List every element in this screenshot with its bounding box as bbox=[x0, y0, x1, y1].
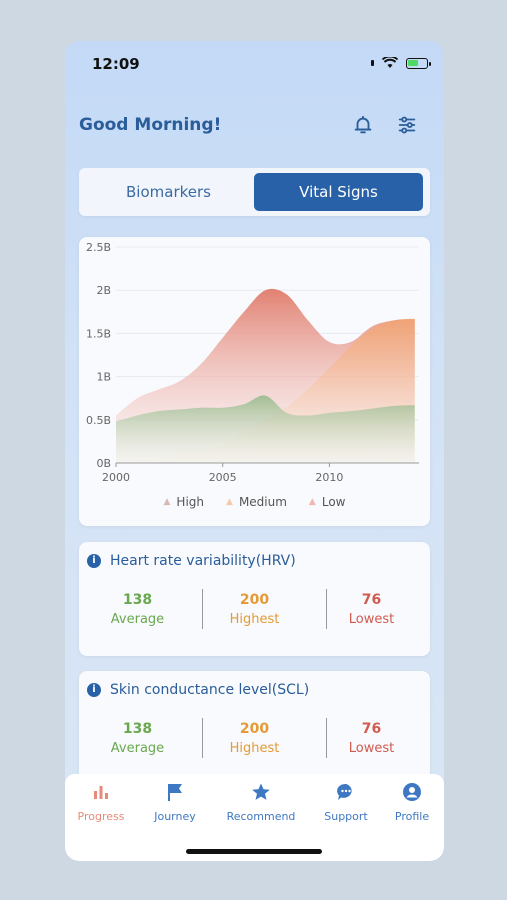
divider bbox=[326, 589, 327, 629]
metric-label: Lowest bbox=[348, 741, 395, 756]
hrv-card: i Heart rate variability(HRV) 138 Averag… bbox=[79, 542, 430, 656]
status-time: 12:09 bbox=[92, 55, 140, 73]
tab-label: Support bbox=[324, 810, 368, 823]
metric-value: 76 bbox=[361, 592, 382, 608]
bell-icon[interactable] bbox=[352, 114, 374, 136]
legend-item-high[interactable]: ▲ High bbox=[164, 495, 205, 509]
metric-label: Lowest bbox=[348, 612, 395, 627]
x-tick-label: 2010 bbox=[315, 471, 343, 484]
metric-label: Average bbox=[110, 741, 165, 756]
tab-vital-signs[interactable]: Vital Signs bbox=[254, 173, 423, 211]
scl-average: 138 Average bbox=[79, 721, 196, 756]
signal-icon bbox=[371, 60, 374, 66]
legend-label: High bbox=[176, 495, 205, 509]
divider bbox=[202, 718, 203, 758]
y-tick-label: 0.5B bbox=[86, 414, 111, 427]
tab-label: Progress bbox=[77, 810, 125, 823]
tab-biomarkers[interactable]: Biomarkers bbox=[126, 183, 211, 201]
chat-icon bbox=[337, 783, 352, 800]
metric-value: 200 bbox=[239, 592, 270, 608]
metric-value: 76 bbox=[361, 721, 382, 737]
legend-label: Low bbox=[321, 495, 346, 509]
status-bar: 12:09 bbox=[65, 41, 444, 85]
metric-value: 138 bbox=[122, 721, 153, 737]
area-chart-card: 0B 0.5B 1B 1.5B 2B 2.5B 2000 2005 2010 ▲ High ▲ … bbox=[79, 237, 430, 526]
chart-legend: ▲ High ▲ Medium ▲ Low bbox=[79, 495, 430, 509]
home-indicator bbox=[186, 849, 322, 854]
hrv-lowest: 76 Lowest bbox=[313, 592, 430, 627]
tab-support[interactable]: Support bbox=[308, 782, 384, 823]
legend-item-medium[interactable]: ▲ Medium bbox=[226, 495, 287, 509]
metric-label: Highest bbox=[229, 612, 280, 627]
tab-profile[interactable]: Profile bbox=[374, 782, 444, 823]
legend-label: Medium bbox=[238, 495, 287, 509]
divider bbox=[202, 589, 203, 629]
area-series-low bbox=[116, 395, 415, 463]
legend-area-icon: ▲ bbox=[163, 497, 171, 507]
hrv-average: 138 Average bbox=[79, 592, 196, 627]
scl-card: i Skin conductance level(SCL) 138 Averag… bbox=[79, 671, 430, 785]
tab-recommend[interactable]: Recommend bbox=[223, 782, 299, 823]
area-chart: 0B 0.5B 1B 1.5B 2B 2.5B 2000 2005 2010 bbox=[86, 241, 419, 484]
legend-area-icon: ▲ bbox=[226, 497, 233, 507]
y-tick-label: 2B bbox=[96, 284, 111, 297]
y-tick-label: 1.5B bbox=[86, 327, 111, 340]
segmented-control: Biomarkers Vital Signs bbox=[79, 168, 430, 216]
tab-label: Profile bbox=[394, 810, 430, 823]
y-tick-label: 2.5B bbox=[86, 241, 111, 254]
metric-label: Highest bbox=[229, 741, 280, 756]
phone-screen: 12:09 Good Morning! Biomarkers Vital Sig… bbox=[65, 41, 444, 861]
filter-icon[interactable] bbox=[396, 114, 418, 136]
divider bbox=[326, 718, 327, 758]
scl-title: Skin conductance level(SCL) bbox=[110, 682, 310, 698]
bar-chart-icon bbox=[94, 786, 108, 799]
hrv-title: Heart rate variability(HRV) bbox=[110, 553, 296, 569]
flag-icon bbox=[168, 784, 182, 801]
wifi-icon bbox=[382, 57, 398, 68]
greeting-title: Good Morning! bbox=[79, 115, 222, 135]
metric-label: Average bbox=[110, 612, 165, 627]
legend-item-low[interactable]: ▲ Low bbox=[309, 495, 346, 509]
bottom-tab-bar: Progress Journey Recommend Support bbox=[65, 774, 444, 861]
y-tick-label: 0B bbox=[96, 457, 111, 470]
hrv-highest: 200 Highest bbox=[196, 592, 313, 627]
metric-value: 200 bbox=[239, 721, 270, 737]
scl-lowest: 76 Lowest bbox=[313, 721, 430, 756]
tab-journey[interactable]: Journey bbox=[137, 782, 213, 823]
info-icon[interactable]: i bbox=[87, 554, 101, 568]
tab-label: Recommend bbox=[226, 810, 296, 823]
x-tick-label: 2000 bbox=[102, 471, 130, 484]
metric-value: 138 bbox=[122, 592, 153, 608]
status-icons bbox=[371, 57, 431, 69]
y-tick-label: 1B bbox=[96, 371, 111, 384]
scl-highest: 200 Highest bbox=[196, 721, 313, 756]
tab-label: Journey bbox=[154, 810, 196, 823]
info-icon[interactable]: i bbox=[87, 683, 101, 697]
legend-area-icon: ▲ bbox=[308, 497, 316, 507]
tab-progress[interactable]: Progress bbox=[65, 782, 139, 823]
x-tick-label: 2005 bbox=[209, 471, 237, 484]
battery-icon bbox=[406, 57, 431, 69]
star-icon bbox=[252, 783, 270, 800]
user-icon bbox=[403, 783, 421, 801]
